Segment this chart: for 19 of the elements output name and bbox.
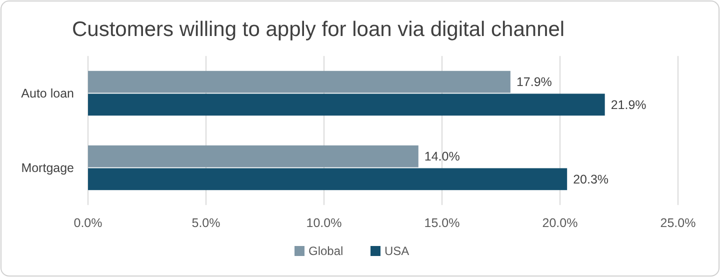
y-tick-label: Auto loan (21, 86, 74, 101)
x-tick-label: 20.0% (542, 216, 578, 230)
y-tick-label: Mortgage (21, 161, 74, 176)
legend-label: Global (308, 244, 344, 258)
x-tick-label: 10.0% (306, 216, 342, 230)
legend-label: USA (384, 244, 410, 258)
data-label: 21.9% (610, 98, 646, 112)
x-tick-label: 5.0% (192, 216, 220, 230)
bar (88, 145, 418, 168)
x-tick-label: 15.0% (424, 216, 460, 230)
x-tick-label: 0.0% (74, 216, 102, 230)
bar (88, 70, 510, 93)
data-label: 20.3% (573, 172, 609, 187)
data-label: 17.9% (516, 75, 552, 90)
bar (88, 94, 605, 116)
x-tick-label: 25.0% (660, 216, 696, 230)
bar (88, 168, 568, 190)
chart-title: Customers willing to apply for loan via digital channel (72, 18, 565, 41)
data-label: 14.0% (424, 150, 460, 164)
